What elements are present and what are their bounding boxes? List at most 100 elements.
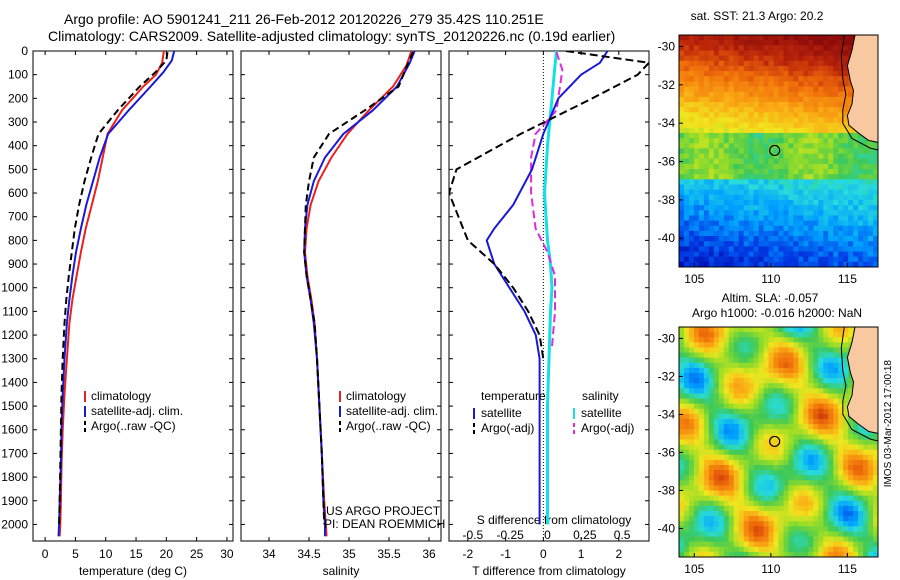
sla-map-cell xyxy=(743,459,750,466)
sla-map-cell xyxy=(858,465,864,471)
sst-map-cell xyxy=(868,194,874,201)
sla-map-cell xyxy=(863,444,869,451)
sla-map-cell xyxy=(708,480,715,486)
sla-map-cell xyxy=(868,511,874,517)
sla-map-cell xyxy=(758,332,764,338)
sla-map-cell xyxy=(728,485,735,491)
sst-map-cell xyxy=(698,117,705,124)
sla-map-cell xyxy=(773,342,779,348)
sla-map-cell xyxy=(803,541,809,548)
sst-map-cell xyxy=(713,117,720,124)
sst-map-cell xyxy=(778,45,784,51)
sst-map-cell xyxy=(743,45,750,51)
sla-map-cell xyxy=(698,495,705,502)
sla-map-cell xyxy=(708,388,715,394)
sst-map-cell xyxy=(698,112,705,118)
sla-map-cell xyxy=(679,500,685,507)
sla-map-cell xyxy=(768,505,774,512)
sst-map-cell xyxy=(813,215,819,221)
sst-map-cell xyxy=(713,210,720,216)
sla-map-cell xyxy=(858,424,864,430)
sst-map-cell xyxy=(738,179,745,185)
sla-shelf-contour xyxy=(840,326,879,442)
sla-map-cell xyxy=(803,332,809,338)
sst-map-cell xyxy=(873,230,879,237)
sla-map-cell xyxy=(738,495,745,502)
sst-map-cell xyxy=(753,158,760,165)
sla-map-cell xyxy=(793,541,799,548)
sla-map-cell xyxy=(818,424,824,430)
sla-map-cell xyxy=(703,332,710,338)
sst-map-cell xyxy=(768,76,774,82)
sla-map-cell xyxy=(728,403,735,410)
sla-map-cell xyxy=(728,521,735,527)
figure-title-line1: Argo profile: AO 5901241_211 26-Feb-2012… xyxy=(64,11,544,27)
sst-map-cell xyxy=(873,143,879,149)
sst-map-cell xyxy=(843,81,849,87)
sst-map-cell xyxy=(848,86,854,93)
sla-map-cell xyxy=(713,403,720,410)
sst-map-cell xyxy=(748,127,755,134)
sst-map-cell xyxy=(868,205,874,211)
sst-map-cell xyxy=(718,158,725,165)
sst-map-cell xyxy=(733,45,740,51)
sst-map-cell xyxy=(778,261,784,268)
sst-map-cell xyxy=(803,199,809,206)
sst-map-cell xyxy=(828,174,834,180)
sst-map-cell xyxy=(803,86,809,93)
sst-map-cell xyxy=(738,215,745,221)
sst-map-cell xyxy=(703,86,710,93)
sst-map-cell xyxy=(793,102,799,108)
sla-map-cell xyxy=(873,551,879,558)
sst-map-cell xyxy=(788,45,794,51)
sst-map-cell xyxy=(823,153,829,160)
sla-map-cell xyxy=(788,419,794,425)
sst-map-cell xyxy=(788,127,794,134)
sst-map-cell xyxy=(698,256,705,263)
sst-map-cell xyxy=(753,71,760,77)
sla-map-cell xyxy=(728,551,735,558)
sst-map-cell xyxy=(818,199,824,206)
sla-map-cell xyxy=(728,413,735,420)
sla-map-cell xyxy=(863,459,869,466)
sla-map-cell xyxy=(793,536,799,543)
sla-map-cell xyxy=(838,541,844,548)
sla-map-cell xyxy=(753,444,760,451)
profile-panel-frame xyxy=(240,50,442,542)
sla-map-cell xyxy=(708,485,715,491)
sla-map-cell xyxy=(768,429,774,435)
sla-map-cell xyxy=(693,367,700,374)
sst-map-cell xyxy=(818,184,824,191)
sst-map-cell xyxy=(833,102,839,108)
sst-map-cell xyxy=(713,199,720,206)
sst-map-cell xyxy=(858,148,864,154)
sla-map-cell xyxy=(768,459,774,466)
sla-map-cell xyxy=(758,551,764,558)
sst-map-cell xyxy=(763,169,769,175)
sst-map-cell xyxy=(833,230,839,237)
sst-map-cell xyxy=(783,153,789,160)
sla-map-cell xyxy=(808,398,814,405)
sla-map-cell xyxy=(768,362,774,369)
sst-map-cell xyxy=(679,40,685,46)
sst-map-cell xyxy=(833,241,839,247)
sla-map-cell xyxy=(828,327,834,333)
sst-map-cell xyxy=(828,205,834,211)
sst-map-cell xyxy=(863,205,869,211)
sst-map-cell xyxy=(683,230,690,237)
sla-map-cell xyxy=(763,511,769,517)
sst-map-cell xyxy=(843,55,849,62)
sst-map-cell xyxy=(813,236,819,242)
sst-map-cell xyxy=(713,256,720,263)
sla-map-cell xyxy=(713,465,720,471)
sla-map-cell xyxy=(728,541,735,548)
sst-map-cell xyxy=(698,148,705,154)
sla-map-cell xyxy=(808,403,814,410)
sst-map-cell xyxy=(788,220,794,227)
sla-map-cell xyxy=(768,444,774,451)
sst-map-cell xyxy=(818,246,824,252)
sla-map-cell xyxy=(793,342,799,348)
sst-map-cell xyxy=(813,112,819,118)
sst-map-cell xyxy=(778,65,784,72)
sst-map-cell xyxy=(793,158,799,165)
